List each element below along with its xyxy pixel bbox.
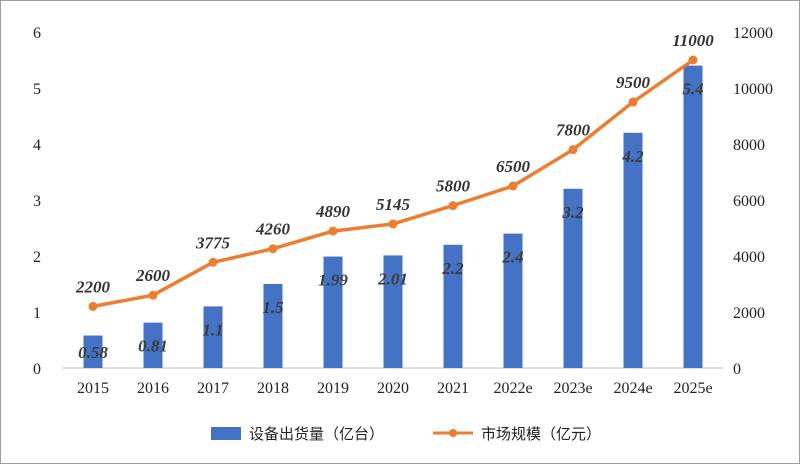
line-point-2023e — [568, 145, 578, 155]
left-axis-tick-label: 4 — [33, 137, 41, 154]
legend-line-marker — [449, 429, 457, 437]
line-data-labels: 2200 2600 3775 4260 4890 5145 5800 6500 7800 9500… — [75, 31, 714, 296]
x-axis-tick-label: 2025e — [673, 380, 712, 397]
line-point-2015 — [88, 301, 98, 311]
right-axis-tick-label: 2000 — [733, 305, 765, 322]
line-point-2020 — [388, 219, 398, 229]
bar-series — [83, 65, 703, 368]
legend-bar-label: 设备出货量（亿台） — [249, 425, 384, 443]
bar-value-label: 2.4 — [501, 248, 523, 267]
left-axis-tick-label: 2 — [33, 249, 41, 266]
right-axis-tick-label: 0 — [733, 361, 741, 378]
line-value-label: 2600 — [135, 266, 171, 285]
bar-value-label: 5.4 — [682, 80, 703, 99]
right-axis-tick-label: 8000 — [733, 137, 765, 154]
line-series — [88, 55, 698, 311]
bar-2022e — [503, 233, 523, 368]
left-axis-tick-label: 3 — [33, 193, 41, 210]
bar-value-label: 4.2 — [621, 147, 644, 166]
right-axis-tick-label: 6000 — [733, 193, 765, 210]
bar-2020 — [383, 255, 403, 368]
x-axis-tick-label: 2023e — [553, 380, 592, 397]
bar-value-label: 1.1 — [202, 320, 223, 339]
left-axis-tick-label: 5 — [33, 81, 41, 98]
legend-bar-swatch — [211, 427, 241, 440]
left-axis-tick-label: 6 — [33, 25, 41, 42]
line-value-label: 5145 — [376, 195, 411, 214]
legend-line-label: 市场规模（亿元） — [481, 425, 601, 443]
bar-2024e — [623, 132, 643, 368]
left-axis-tick-label: 0 — [33, 361, 41, 378]
right-axis: 0 2000 4000 6000 8000 10000 12000 — [733, 25, 773, 378]
bar-2015 — [83, 335, 103, 368]
right-axis-tick-label: 12000 — [733, 25, 773, 42]
x-axis-tick-label: 2019 — [317, 380, 349, 397]
bar-data-labels: 0.58 0.81 1.1 1.5 1.99 2.01 2.2 2.4 3.2 4.2 5.4 — [78, 80, 704, 362]
bar-2023e — [563, 188, 583, 368]
line-value-label: 3775 — [195, 233, 231, 252]
line-point-2016 — [148, 290, 158, 300]
line-point-2025e — [688, 55, 698, 65]
bar-2016 — [143, 322, 163, 368]
line-point-2024e — [628, 97, 638, 107]
line-point-2021 — [448, 201, 458, 211]
bar-value-label: 1.5 — [262, 298, 284, 317]
line-value-label: 6500 — [496, 157, 531, 176]
bar-value-label: 0.81 — [138, 337, 168, 356]
bar-value-label: 0.58 — [78, 343, 108, 362]
right-axis-tick-label: 4000 — [733, 249, 765, 266]
line-point-2018 — [268, 244, 278, 254]
x-axis-tick-label: 2015 — [77, 380, 109, 397]
left-axis-tick-label: 1 — [33, 305, 41, 322]
line-point-2022e — [508, 181, 518, 191]
line-value-label: 5800 — [436, 177, 471, 196]
x-axis: 2015 2016 2017 2018 2019 2020 2021 2022e 2023e 20… — [63, 367, 723, 397]
line-point-2019 — [328, 226, 338, 236]
legend: 设备出货量（亿台） 市场规模（亿元） — [211, 425, 601, 443]
right-axis-tick-label: 10000 — [733, 81, 773, 98]
line-value-label: 4890 — [315, 202, 351, 221]
left-axis: 0 1 2 3 4 5 6 — [33, 25, 41, 378]
x-axis-tick-label: 2024e — [613, 380, 652, 397]
bar-2017 — [203, 306, 223, 368]
x-axis-tick-label: 2018 — [257, 380, 289, 397]
x-axis-tick-label: 2020 — [377, 380, 409, 397]
bar-value-label: 1.99 — [318, 271, 348, 290]
line-point-2017 — [208, 257, 218, 267]
line-value-label: 4260 — [255, 220, 291, 239]
bar-2025e — [683, 65, 703, 368]
bar-value-label: 2.2 — [441, 259, 464, 278]
bar-2021 — [443, 244, 463, 368]
line-value-label: 2200 — [75, 277, 111, 296]
x-axis-tick-label: 2016 — [137, 380, 169, 397]
bar-value-label: 2.01 — [377, 269, 408, 288]
line-value-label: 9500 — [616, 73, 651, 92]
line-value-label: 7800 — [556, 121, 591, 140]
x-axis-tick-label: 2017 — [197, 380, 229, 397]
x-axis-tick-label: 2022e — [493, 380, 532, 397]
bar-2018 — [263, 284, 283, 368]
line-value-label: 11000 — [672, 31, 714, 50]
bar-2019 — [323, 256, 343, 368]
x-axis-tick-label: 2021 — [437, 380, 469, 397]
bar-value-label: 3.2 — [561, 203, 584, 222]
